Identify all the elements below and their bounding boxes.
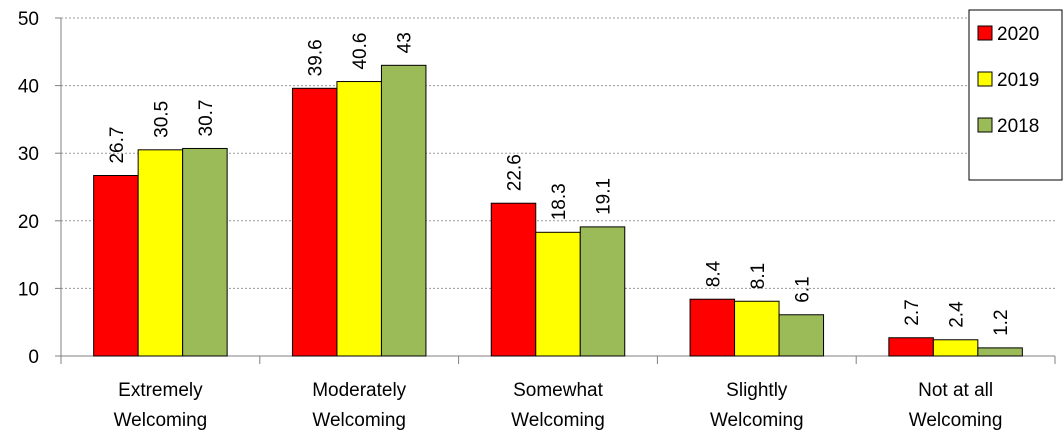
bar-2018 <box>380 64 427 357</box>
data-label: 43 <box>395 32 416 53</box>
bar-2018 <box>977 347 1023 357</box>
legend-swatch-2020 <box>977 25 993 41</box>
data-label: 2.7 <box>902 299 923 325</box>
x-category-label: Not at all Welcoming <box>909 380 1003 431</box>
y-tick-label: 20 <box>18 212 39 233</box>
data-label: 22.6 <box>505 154 526 191</box>
bar-2019 <box>336 81 382 357</box>
legend: 2020 2019 2018 <box>968 9 1063 181</box>
data-label: 6.1 <box>792 276 813 302</box>
bar-2019 <box>535 231 581 357</box>
bar-2019 <box>932 339 979 357</box>
data-label: 30.7 <box>196 99 217 136</box>
bars <box>93 64 1023 357</box>
axes: 0 10 20 30 40 50 Extremely Welcoming Moderately W… <box>18 9 1056 431</box>
legend-swatch-2019 <box>977 71 993 87</box>
bar-2018 <box>182 147 228 357</box>
x-category-label: Somewhat Welcoming <box>511 380 605 431</box>
bar-2020 <box>291 87 338 357</box>
data-label: 8.1 <box>748 263 769 289</box>
legend-swatch-2018 <box>977 117 993 133</box>
bar-2018 <box>778 314 825 357</box>
y-tick-label: 0 <box>28 347 39 368</box>
data-label: 39.6 <box>306 39 327 76</box>
data-label: 1.2 <box>991 309 1012 335</box>
data-label: 26.7 <box>107 127 128 164</box>
data-label: 2.4 <box>947 301 968 328</box>
bar-2020 <box>689 298 736 357</box>
legend-label-2019: 2019 <box>997 70 1039 91</box>
data-label: 40.6 <box>350 33 371 70</box>
y-tick-label: 40 <box>18 77 39 98</box>
data-label: 18.3 <box>549 183 570 220</box>
data-label: 8.4 <box>703 260 724 287</box>
data-label: 19.1 <box>594 178 615 215</box>
y-tick-label: 10 <box>18 279 39 300</box>
bar-2018 <box>579 226 626 357</box>
legend-label-2020: 2020 <box>997 24 1039 45</box>
bar-2019 <box>137 149 184 357</box>
bar-2020 <box>888 337 934 357</box>
x-category-label: Moderately Welcoming <box>312 380 406 431</box>
data-label: 30.5 <box>151 101 172 138</box>
bar-2019 <box>734 300 780 357</box>
bar-2020 <box>490 202 537 357</box>
y-tick-label: 30 <box>18 144 39 165</box>
y-tick-label: 50 <box>18 9 39 30</box>
legend-label-2018: 2018 <box>997 116 1039 137</box>
x-category-label: Slightly Welcoming <box>710 380 804 431</box>
bar-2020 <box>93 175 139 357</box>
x-category-label: Extremely Welcoming <box>114 380 208 431</box>
data-labels: 26.7 39.6 22.6 8.4 2.7 30.5 40.6 18.3 8.1 2.4 30.7… <box>107 32 1012 336</box>
